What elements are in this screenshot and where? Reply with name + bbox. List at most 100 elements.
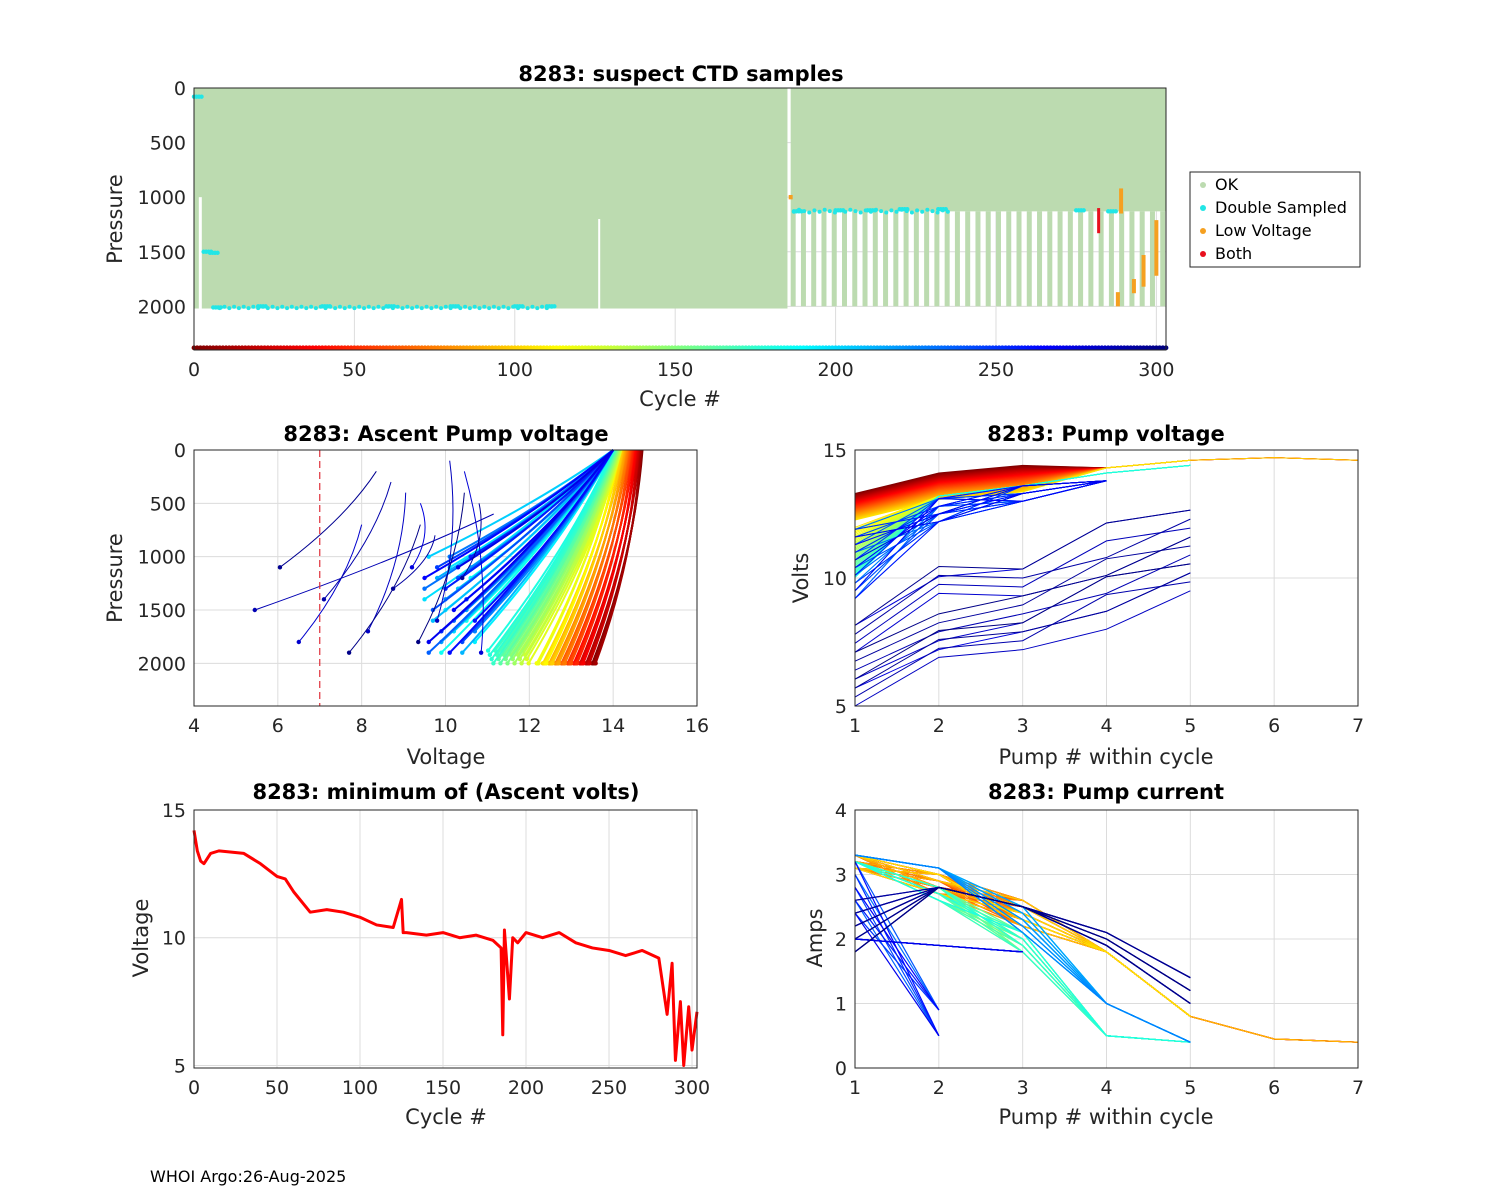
y-tick-label: 2000 <box>138 296 186 318</box>
x-tick-label: 4 <box>188 715 200 737</box>
double-sampled-point <box>381 306 386 311</box>
pump-sample-point <box>321 597 327 602</box>
y-tick-label: 2000 <box>138 653 186 675</box>
pump-voltage-profile-line <box>428 449 614 643</box>
double-sampled-point <box>309 304 314 309</box>
x-tick-label: 200 <box>817 359 853 381</box>
double-sampled-point <box>429 306 434 311</box>
pump-current-cycle-line <box>854 912 940 1011</box>
pump-voltage-profile-line <box>367 492 407 632</box>
pump-sample-point <box>562 661 568 666</box>
x-tick-label: 150 <box>657 359 693 381</box>
double-sampled-point <box>260 304 265 309</box>
y-tick-label: 0 <box>835 1058 847 1080</box>
double-sampled-point <box>217 306 222 311</box>
double-sampled-point <box>232 304 237 309</box>
double-sampled-point <box>323 306 328 311</box>
ascent-pump-voltage-x-ticks: 4 6 8 10 12 14 16 <box>188 715 709 737</box>
ok-profile-bar <box>872 211 878 307</box>
double-sampled-point <box>342 306 347 311</box>
double-sampled-point <box>289 304 294 309</box>
pump-sample-point <box>346 650 352 655</box>
x-tick-label: 12 <box>517 715 541 737</box>
pump-voltage-ylabel: Volts <box>789 553 813 604</box>
pump-sample-point <box>426 639 431 645</box>
ok-profiles-park <box>790 88 1166 212</box>
y-tick-label: 1 <box>835 994 847 1016</box>
min-ascent-volts-plot-area <box>192 830 699 1067</box>
ok-profile-bar <box>913 211 919 307</box>
y-tick-label: 10 <box>823 568 847 590</box>
min-ascent-volts-y-ticks: 5 10 15 <box>162 800 186 1077</box>
double-sampled-point <box>863 208 868 213</box>
profile-gap <box>598 219 601 309</box>
ok-profile-bar <box>1149 211 1155 307</box>
suspect-ctd-panel: 8283: suspect CTD samples 0 50 100 150 200 25… <box>103 62 1361 411</box>
ok-profile-bar <box>934 211 940 307</box>
y-tick-label: 3 <box>835 865 847 887</box>
min-voltage-line <box>192 830 699 1067</box>
ok-profile-bar <box>1026 211 1032 307</box>
pump-sample-point <box>439 650 444 655</box>
double-sampled-point <box>275 306 280 311</box>
double-sampled-point <box>265 306 270 311</box>
legend-label: Both <box>1215 244 1252 263</box>
ok-profile-bar <box>852 211 858 307</box>
x-tick-label: 3 <box>1017 715 1029 737</box>
pump-current-ylabel: Amps <box>803 908 827 967</box>
pump-sample-point <box>296 639 301 645</box>
ok-profile-bar <box>1108 211 1114 307</box>
double-sampled-point <box>1113 209 1118 214</box>
ok-profile-bar <box>954 211 960 307</box>
x-tick-label: 50 <box>265 1077 289 1099</box>
pump-voltage-profile-line <box>254 513 494 611</box>
pump-voltage-profile-line <box>428 449 614 558</box>
y-tick-label: 0 <box>174 78 186 100</box>
pump-sample-point <box>593 661 598 666</box>
pump-voltage-profile-line <box>298 524 363 643</box>
pump-current-y-ticks: 0 1 2 3 4 <box>835 800 847 1080</box>
double-sampled-point <box>256 306 261 311</box>
double-sampled-point <box>443 304 448 309</box>
min-ascent-volts-grid <box>193 809 697 1068</box>
pump-sample-point <box>422 586 427 591</box>
legend-marker <box>1200 251 1206 257</box>
ok-profile-bar <box>924 211 930 307</box>
pump-sample-point <box>447 650 452 655</box>
ok-profile-bar <box>883 211 889 307</box>
pump-voltage-profile-line <box>461 503 482 579</box>
double-sampled-point <box>251 304 256 309</box>
double-sampled-point <box>889 208 894 213</box>
double-sampled-point <box>899 207 904 212</box>
ok-profiles-deep <box>194 88 788 309</box>
pump-voltage-x-ticks: 1 2 3 4 5 6 7 <box>849 715 1364 737</box>
x-tick-label: 10 <box>433 715 457 737</box>
y-tick-label: 1000 <box>138 547 186 569</box>
pump-voltage-cycle-line <box>854 536 1191 653</box>
ok-profile-bar <box>995 211 1001 307</box>
double-sampled-point <box>491 304 496 309</box>
double-sampled-point <box>791 209 796 214</box>
ok-profile-bar <box>862 211 868 307</box>
double-sampled-point <box>236 306 241 311</box>
pump-sample-point <box>430 618 436 623</box>
x-tick-label: 16 <box>685 715 709 737</box>
pump-sample-point <box>434 565 440 570</box>
min-ascent-volts-ylabel: Voltage <box>129 899 153 978</box>
min-ascent-volts-title: 8283: minimum of (Ascent volts) <box>252 780 639 804</box>
pump-voltage-cycle-line <box>854 480 1107 538</box>
double-sampled-point <box>797 207 802 212</box>
double-sampled-point <box>215 250 220 256</box>
legend-entries: OK Double Sampled Low Voltage Both <box>1200 175 1347 263</box>
pump-voltage-profile-line <box>436 460 454 621</box>
pump-sample-point <box>505 661 510 666</box>
double-sampled-point <box>920 209 925 214</box>
suspect-ctd-y-ticks: 0 500 1000 1500 2000 <box>138 78 186 318</box>
y-tick-label: 1500 <box>138 242 186 264</box>
double-sampled-point <box>395 304 400 309</box>
ok-profile-bar <box>965 211 971 307</box>
double-sampled-point <box>879 209 884 214</box>
pump-voltage-title: 8283: Pump voltage <box>987 422 1225 446</box>
pump-voltage-profile-line <box>392 535 436 590</box>
pump-sample-point <box>416 639 421 645</box>
